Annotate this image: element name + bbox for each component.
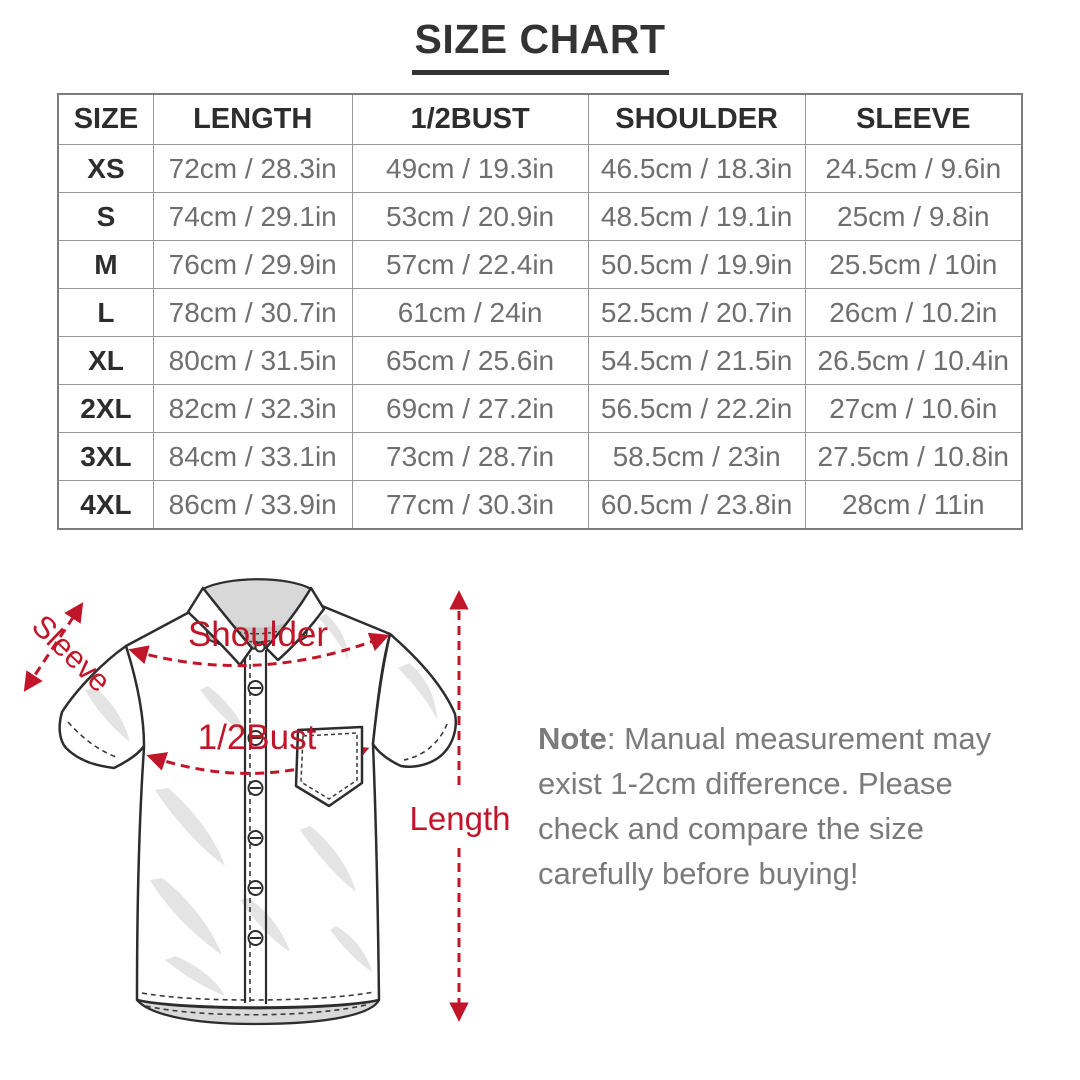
cell-size: 4XL — [57, 480, 154, 530]
table-row: L 78cm / 30.7in 61cm / 24in 52.5cm / 20.… — [57, 288, 1023, 337]
cell-sleeve: 26.5cm / 10.4in — [804, 336, 1023, 385]
col-header-sleeve: SLEEVE — [804, 93, 1023, 145]
cell-length: 86cm / 33.9in — [152, 480, 353, 530]
right-sleeve — [371, 632, 457, 768]
table-row: 2XL 82cm / 32.3in 69cm / 27.2in 56.5cm /… — [57, 384, 1023, 433]
cell-length: 84cm / 33.1in — [152, 432, 353, 481]
shirt-hem — [135, 998, 381, 1026]
note-line: Note: Manual measurement may — [538, 716, 1018, 761]
cell-halfbust: 61cm / 24in — [351, 288, 589, 337]
col-header-length: LENGTH — [152, 93, 353, 145]
left-sleeve — [58, 644, 146, 770]
shoulder-label: Shoulder — [188, 615, 328, 654]
cell-length: 82cm / 32.3in — [152, 384, 353, 433]
note-label: Note — [538, 721, 607, 756]
note-line: check and compare the size — [538, 811, 924, 846]
sleeve-arrow — [23, 602, 84, 692]
cell-size: 3XL — [57, 432, 154, 481]
cell-sleeve: 25cm / 9.8in — [804, 192, 1023, 241]
cell-shoulder: 60.5cm / 23.8in — [587, 480, 806, 530]
cell-length: 78cm / 30.7in — [152, 288, 353, 337]
table-row: M 76cm / 29.9in 57cm / 22.4in 50.5cm / 1… — [57, 240, 1023, 289]
col-header-halfbust: 1/2BUST — [351, 93, 589, 145]
note-line: carefully before buying! — [538, 856, 859, 891]
cell-sleeve: 26cm / 10.2in — [804, 288, 1023, 337]
cell-size: L — [57, 288, 154, 337]
cell-size: XL — [57, 336, 154, 385]
bust-arrow — [146, 746, 370, 775]
cell-halfbust: 77cm / 30.3in — [351, 480, 589, 530]
page-title: SIZE CHART — [0, 16, 1080, 75]
cell-shoulder: 58.5cm / 23in — [587, 432, 806, 481]
cell-shoulder: 52.5cm / 20.7in — [587, 288, 806, 337]
cell-size: 2XL — [57, 384, 154, 433]
cell-halfbust: 49cm / 19.3in — [351, 144, 589, 193]
cell-sleeve: 28cm / 11in — [804, 480, 1023, 530]
cell-shoulder: 56.5cm / 22.2in — [587, 384, 806, 433]
cell-shoulder: 48.5cm / 19.1in — [587, 192, 806, 241]
fabric-shading — [150, 614, 372, 996]
half-bust-label: 1/2Bust — [198, 718, 317, 757]
placket — [243, 650, 268, 1004]
cell-length: 72cm / 28.3in — [152, 144, 353, 193]
shirt-measurement-diagram: Sleeve Shoulder 1/2Bust Length — [23, 578, 511, 1026]
note-line: exist 1-2cm difference. Please — [538, 766, 953, 801]
cell-sleeve: 24.5cm / 9.6in — [804, 144, 1023, 193]
note-line-text: : Manual measurement may — [606, 721, 992, 756]
cell-length: 80cm / 31.5in — [152, 336, 353, 385]
table-row: S 74cm / 29.1in 53cm / 20.9in 48.5cm / 1… — [57, 192, 1023, 241]
table-row: XL 80cm / 31.5in 65cm / 25.6in 54.5cm / … — [57, 336, 1023, 385]
size-table: SIZE LENGTH 1/2BUST SHOULDER SLEEVE XS 7… — [57, 93, 1023, 530]
chest-pocket — [294, 725, 364, 808]
note-paragraph: Note: Manual measurement may exist 1-2cm… — [538, 716, 1018, 896]
cell-size: M — [57, 240, 154, 289]
cell-halfbust: 57cm / 22.4in — [351, 240, 589, 289]
cell-halfbust: 69cm / 27.2in — [351, 384, 589, 433]
buttons — [247, 680, 264, 946]
cell-halfbust: 65cm / 25.6in — [351, 336, 589, 385]
col-header-shoulder: SHOULDER — [587, 93, 806, 145]
cell-length: 76cm / 29.9in — [152, 240, 353, 289]
table-row: 3XL 84cm / 33.1in 73cm / 28.7in 58.5cm /… — [57, 432, 1023, 481]
length-label: Length — [410, 800, 511, 837]
cell-shoulder: 54.5cm / 21.5in — [587, 336, 806, 385]
table-row: XS 72cm / 28.3in 49cm / 19.3in 46.5cm / … — [57, 144, 1023, 193]
cell-length: 74cm / 29.1in — [152, 192, 353, 241]
cell-size: XS — [57, 144, 154, 193]
cell-sleeve: 25.5cm / 10in — [804, 240, 1023, 289]
table-header-row: SIZE LENGTH 1/2BUST SHOULDER SLEEVE — [57, 93, 1023, 145]
cell-sleeve: 27cm / 10.6in — [804, 384, 1023, 433]
shoulder-arrow — [128, 632, 390, 668]
cell-halfbust: 73cm / 28.7in — [351, 432, 589, 481]
cell-shoulder: 46.5cm / 18.3in — [587, 144, 806, 193]
table-row: 4XL 86cm / 33.9in 77cm / 30.3in 60.5cm /… — [57, 480, 1023, 530]
cell-size: S — [57, 192, 154, 241]
page-title-text: SIZE CHART — [411, 16, 669, 75]
col-header-size: SIZE — [57, 93, 154, 145]
cell-shoulder: 50.5cm / 19.9in — [587, 240, 806, 289]
cell-sleeve: 27.5cm / 10.8in — [804, 432, 1023, 481]
measurement-annotations — [23, 590, 469, 1022]
cell-halfbust: 53cm / 20.9in — [351, 192, 589, 241]
